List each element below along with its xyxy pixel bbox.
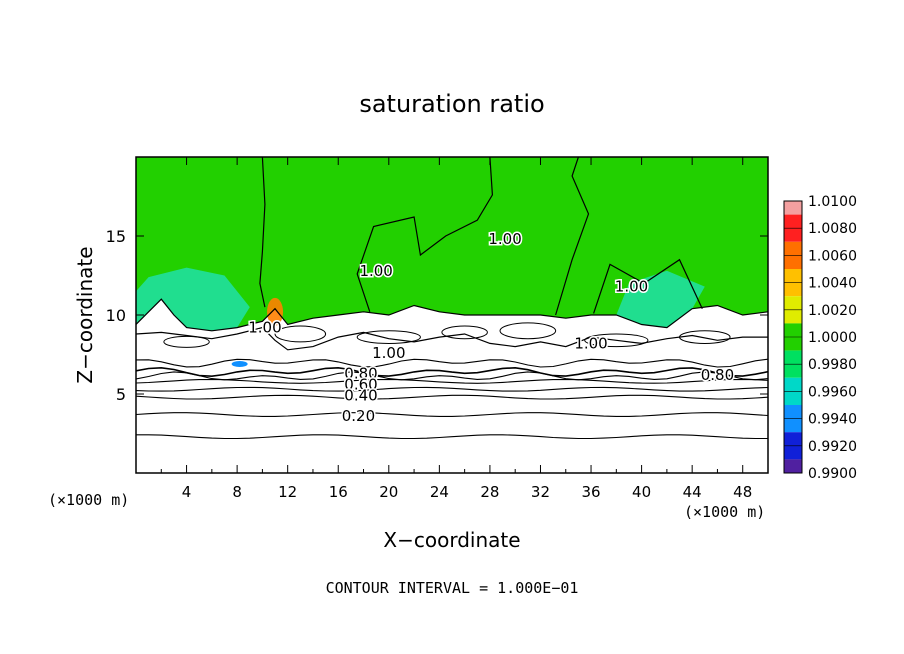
contour-line-1-00-3 xyxy=(555,157,590,316)
contour-label-5: 1.00 xyxy=(372,344,405,362)
x-tick-label-4: 4 xyxy=(182,483,192,501)
colorbar-level-label: 0.9920 xyxy=(808,439,857,455)
cloud-contour-loop-7 xyxy=(163,335,210,348)
x-tick-label-36: 36 xyxy=(581,483,600,501)
contour-labels: 1.001.001.001.001.001.000.800.600.400.20… xyxy=(247,229,736,427)
colorbar-swatch xyxy=(784,432,802,447)
colorbar-swatch xyxy=(784,228,802,242)
contour-line-1-00-1 xyxy=(259,157,266,308)
x-tick-label-48: 48 xyxy=(733,483,752,501)
x-tick-label-44: 44 xyxy=(683,483,702,501)
cloud-top-contour xyxy=(136,298,768,332)
contour-label-11: 0.80 xyxy=(701,366,734,384)
colorbar-level-label: 1.0020 xyxy=(808,303,857,319)
colorbar-swatch xyxy=(784,282,802,297)
cloud-contour-loop-2 xyxy=(356,330,421,344)
contour-label-6: 1.00 xyxy=(574,334,607,352)
colorbar-swatch xyxy=(784,445,802,460)
cloud-contour-loop-6 xyxy=(679,330,731,344)
colorbar-level-label: 1.0000 xyxy=(808,330,857,346)
colorbar-swatch xyxy=(784,201,802,215)
colorbar-swatch xyxy=(784,391,802,405)
colorbar-swatch xyxy=(784,309,802,324)
colorbar-level-label: 0.9980 xyxy=(808,357,857,373)
contour-label-8: 0.60 xyxy=(344,376,377,394)
colorbar-swatch xyxy=(784,214,802,229)
x-axis-ticks: 4 8 12 16 20 24 28 32 36 40 44 48 xyxy=(160,157,752,501)
subsaturated-patch-left xyxy=(136,267,250,331)
contour-label-10: 0.20 xyxy=(342,407,375,425)
contour-label-2: 1.00 xyxy=(359,262,392,280)
supersaturated-region xyxy=(136,157,768,331)
colorbar-swatch xyxy=(784,241,802,256)
colorbar-swatch xyxy=(784,255,802,269)
y-axis-label: Z−coordinate xyxy=(73,246,97,383)
cloud-contour-loop-1 xyxy=(274,325,327,343)
colorbar-swatch xyxy=(784,459,802,474)
colorbar: 1.0100 1.0080 1.0060 1.0040 1.0020 1.0000 0.99… xyxy=(783,194,857,482)
x-tick-label-24: 24 xyxy=(430,483,449,501)
colorbar-swatch xyxy=(784,364,802,378)
colorbar-swatch xyxy=(784,418,802,433)
y-tick-label-15: 15 xyxy=(106,227,126,246)
subsaturated-patch-right xyxy=(616,270,705,328)
colorbar-level-label: 1.0040 xyxy=(808,276,857,292)
cloud-contour-loop-5 xyxy=(584,333,649,348)
y-tick-label-10: 10 xyxy=(106,306,126,325)
contour-label-1: 1.00 xyxy=(248,319,281,337)
colorbar-level-label: 1.0100 xyxy=(808,194,857,210)
x-tick-label-8: 8 xyxy=(232,483,242,501)
x-unit-left: (×1000 m) xyxy=(48,491,129,509)
contour-line xyxy=(136,386,768,392)
x-tick-label-32: 32 xyxy=(531,483,550,501)
contour-line xyxy=(136,358,768,368)
contour-label-7: 0.80 xyxy=(344,364,377,382)
x-tick-label-20: 20 xyxy=(379,483,398,501)
x-tick-label-12: 12 xyxy=(278,483,297,501)
contour-line-1-00-2 xyxy=(356,157,494,312)
cloud-contour-loop-4 xyxy=(499,322,557,340)
contour-lines xyxy=(136,157,768,440)
colorbar-level-label: 1.0060 xyxy=(808,248,857,264)
colorbar-level-label: 0.9940 xyxy=(808,412,857,428)
x-axis-label: X−coordinate xyxy=(383,528,520,552)
contour-line xyxy=(136,378,768,384)
colorbar-swatch xyxy=(784,269,802,284)
subsaturation-minimum xyxy=(231,360,248,367)
contour-label-4: 1.00 xyxy=(615,278,648,296)
y-tick-label-5: 5 xyxy=(116,385,126,404)
plot-area: 1.001.001.001.001.001.000.800.600.400.20… xyxy=(136,157,768,473)
colorbar-level-label: 1.0080 xyxy=(808,221,857,237)
contour-line xyxy=(136,371,768,381)
colorbar-swatch xyxy=(784,323,802,338)
x-unit-right: (×1000 m) xyxy=(684,503,765,521)
colorbar-swatch xyxy=(784,405,802,420)
contour-interval-note: CONTOUR INTERVAL = 1.000E−01 xyxy=(326,579,579,597)
colorbar-swatch xyxy=(784,350,802,365)
contour-label-3: 1.00 xyxy=(488,230,521,248)
y-axis-ticks: 5 10 15 xyxy=(106,227,768,404)
colorbar-swatch xyxy=(784,337,802,351)
supersaturation-maximum xyxy=(267,297,284,326)
colorbar-swatch xyxy=(784,377,802,392)
cloud-contour-loop-3 xyxy=(441,325,488,340)
contour-line xyxy=(136,434,768,440)
x-tick-label-40: 40 xyxy=(632,483,651,501)
contour-label-9: 0.40 xyxy=(344,387,377,405)
contour-line xyxy=(136,394,768,400)
x-tick-label-16: 16 xyxy=(329,483,348,501)
contour-line xyxy=(136,366,768,378)
colorbar-swatch xyxy=(784,296,802,311)
x-tick-label-28: 28 xyxy=(480,483,499,501)
contour-line-1-00-4 xyxy=(593,258,703,314)
chart-title: saturation ratio xyxy=(359,90,544,118)
colorbar-level-label: 0.9900 xyxy=(808,466,857,482)
colorbar-level-label: 0.9960 xyxy=(808,384,857,400)
contour-line xyxy=(136,412,768,417)
cloud-base-contour xyxy=(136,326,768,351)
